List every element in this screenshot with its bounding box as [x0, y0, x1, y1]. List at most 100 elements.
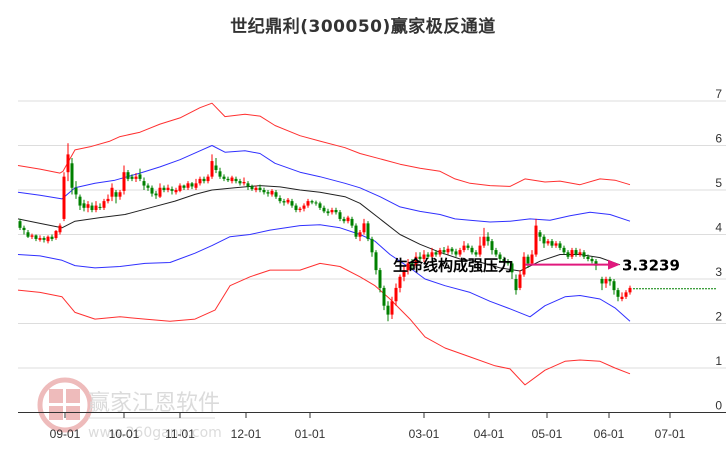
candle-up	[462, 245, 466, 251]
candle-up	[206, 176, 210, 182]
candle-up	[518, 274, 522, 288]
y-tick-label: 7	[715, 87, 722, 101]
watermark-logo-icon	[37, 377, 93, 433]
candle-down	[450, 248, 454, 252]
candle-up	[522, 256, 526, 275]
lower-outer-band-line	[17, 262, 631, 386]
candle-up	[620, 296, 624, 300]
candle-down	[612, 281, 616, 291]
candle-up	[530, 254, 534, 264]
candle-up	[106, 198, 110, 202]
candle-down	[378, 270, 382, 288]
x-axis: 09-01 10-01 11-01 12-01 01-01 03-01 04-01 05-01…	[18, 412, 726, 441]
candle-up	[198, 178, 202, 184]
candle-up	[30, 235, 34, 237]
candle-up	[110, 187, 114, 197]
candle-up	[166, 187, 170, 190]
candlesticks	[18, 143, 632, 322]
candle-down	[386, 305, 390, 315]
y-tick-label: 0	[715, 399, 722, 413]
candle-down	[342, 218, 346, 222]
candle-down	[538, 232, 542, 237]
candle-down	[70, 163, 74, 188]
y-tick-label: 1	[715, 354, 722, 368]
candle-down	[266, 192, 270, 194]
candle-up	[186, 183, 190, 188]
candle-down	[526, 256, 530, 264]
candle-up	[66, 154, 70, 173]
candle-up	[270, 190, 274, 195]
candle-down	[162, 187, 166, 190]
y-tick-label: 3	[715, 265, 722, 279]
x-tick-label: 10-01	[109, 427, 140, 441]
candle-down	[234, 178, 238, 182]
candle-up	[624, 292, 628, 297]
candle-up	[122, 172, 126, 191]
candle-down	[34, 235, 38, 239]
candle-up	[438, 250, 442, 255]
candle-down	[318, 203, 322, 208]
y-tick-label: 4	[715, 221, 722, 235]
candle-down	[498, 254, 502, 259]
candle-down	[566, 252, 570, 257]
candle-down	[486, 236, 490, 242]
candle-down	[294, 205, 298, 211]
chart-title: 世纪鼎利(300050)赢家极反通道	[230, 17, 496, 37]
candle-up	[210, 161, 214, 177]
y-axis: 0 1 2 3 4 5 6 7	[715, 87, 722, 413]
candle-down	[278, 198, 282, 202]
candle-down	[282, 201, 286, 203]
candle-down	[354, 225, 358, 237]
candle-up	[458, 250, 462, 255]
candle-down	[250, 186, 254, 190]
candle-up	[230, 177, 234, 182]
candle-down	[218, 171, 222, 177]
candle-down	[42, 238, 46, 240]
candle-down	[154, 193, 158, 196]
candle-up	[346, 217, 350, 222]
candle-up	[158, 187, 162, 197]
candle-down	[506, 261, 510, 264]
x-tick-label: 05-01	[532, 427, 563, 441]
candle-up	[534, 225, 538, 255]
candle-down	[562, 247, 566, 253]
candle-up	[394, 287, 398, 302]
candle-up	[422, 254, 426, 259]
candle-down	[550, 241, 554, 246]
candle-down	[542, 236, 546, 244]
candle-down	[490, 241, 494, 251]
candle-down	[616, 290, 620, 297]
annotation-value: 3.3239	[622, 257, 680, 275]
candle-up	[414, 256, 418, 266]
candle-up	[62, 176, 66, 219]
candle-down	[410, 263, 414, 266]
candle-down	[190, 183, 194, 187]
candle-down	[182, 185, 186, 188]
candle-down	[78, 196, 82, 206]
candle-down	[238, 181, 242, 184]
candle-up	[390, 301, 394, 315]
candle-up	[358, 232, 362, 237]
candle-up	[194, 183, 198, 188]
candle-down	[170, 189, 174, 191]
arrow-head-icon	[608, 259, 620, 270]
candle-down	[326, 211, 330, 214]
candle-down	[130, 176, 134, 179]
candle-up	[554, 243, 558, 246]
candle-down	[502, 258, 506, 262]
x-tick-label: 03-01	[409, 427, 440, 441]
candle-down	[574, 250, 578, 255]
candle-down	[258, 187, 262, 190]
annotation: 生命线构成强压力 3.3239	[393, 257, 680, 275]
y-tick-label: 5	[715, 176, 722, 190]
candle-down	[226, 178, 230, 181]
candle-down	[146, 185, 150, 188]
candle-down	[114, 192, 118, 197]
candle-up	[306, 201, 310, 206]
candle-up	[430, 252, 434, 257]
candle-down	[514, 279, 518, 291]
candle-down	[600, 279, 604, 284]
candle-down	[50, 236, 54, 239]
candle-down	[82, 203, 86, 208]
